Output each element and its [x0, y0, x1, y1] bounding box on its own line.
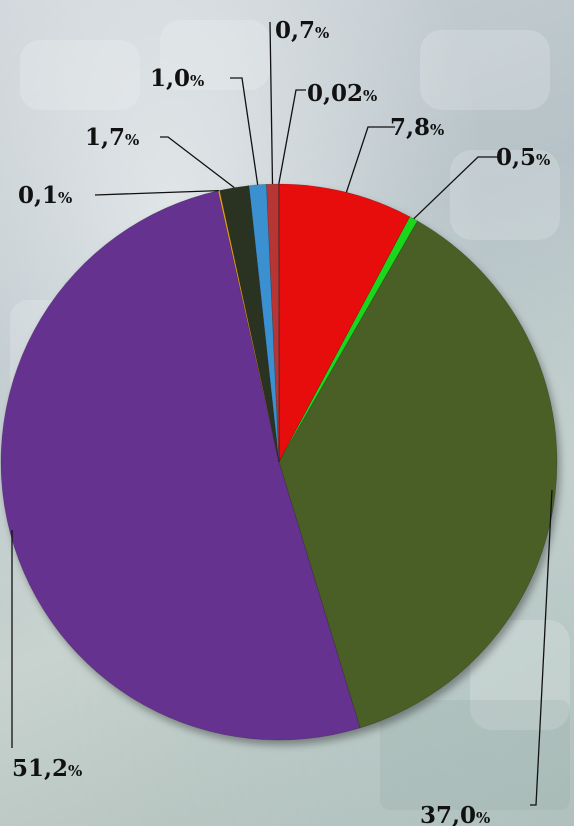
leader-line-0-02	[278, 89, 306, 185]
leader-line-37-0	[530, 489, 553, 806]
leader-line-0-7	[269, 21, 274, 185]
pie-slices	[0, 183, 558, 741]
leader-line-1-0	[230, 77, 259, 185]
data-labels: 7,8% 0,5% 37,0% 51,2% 0,1% 1,7% 1,0% 0,7% 0,02%	[12, 17, 550, 826]
data-label-1-0: 1,0%	[150, 65, 204, 92]
data-label-0-7: 0,7%	[275, 17, 329, 44]
data-label-37-0: 37,0%	[420, 802, 490, 826]
pie-slice-51-2	[0, 190, 361, 741]
data-label-51-2: 51,2%	[12, 755, 82, 782]
leader-line-1-7	[160, 136, 235, 189]
data-label-7-8: 7,8%	[390, 114, 444, 141]
pie-slice-37-0	[278, 220, 558, 729]
leader-lines	[11, 21, 553, 806]
data-label-0-5: 0,5%	[496, 144, 550, 171]
leader-line-0-1	[94, 189, 219, 196]
leader-line-7-8	[345, 126, 395, 193]
data-label-1-7: 1,7%	[85, 124, 139, 151]
leader-line-0-5	[413, 156, 500, 220]
data-label-0-02: 0,02%	[307, 80, 377, 107]
data-label-0-1: 0,1%	[18, 182, 72, 209]
